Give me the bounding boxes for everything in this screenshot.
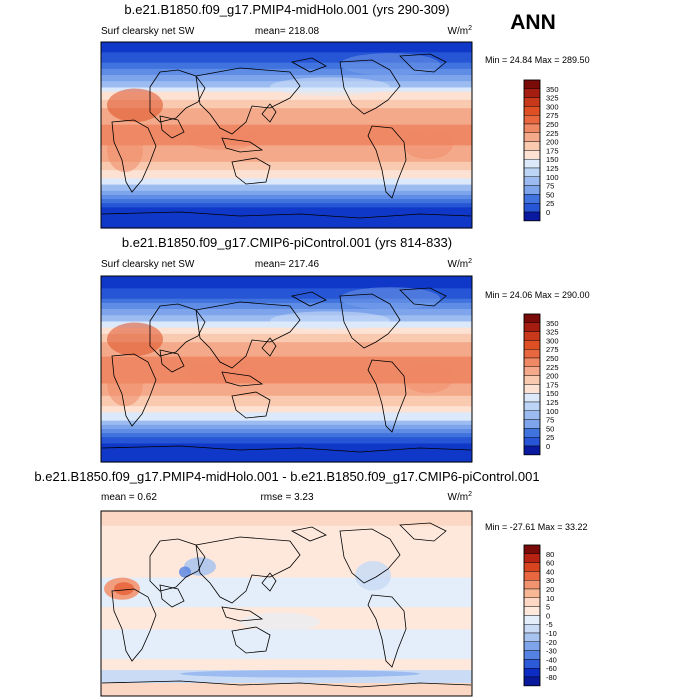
- coastlines: [101, 522, 472, 688]
- colorbar-tick-label: 125: [546, 164, 559, 173]
- colorbar-tick-label: 175: [546, 380, 559, 389]
- map-field: [101, 42, 472, 229]
- minmax-label: Min = 24.06 Max = 290.00: [485, 290, 590, 300]
- colorbar-tick-label: 30: [546, 576, 554, 585]
- units-label: W/m2: [448, 258, 473, 270]
- colorbar-tick-label: -60: [546, 664, 557, 673]
- colorbar-tick-label: -20: [546, 638, 557, 647]
- variable-label: Surf clearsky net SW: [101, 26, 195, 37]
- colorbar-tick-label: 20: [546, 585, 554, 594]
- coastlines: [101, 53, 472, 219]
- colorbar-tick-label: 225: [546, 129, 559, 138]
- colorbar-tick-label: -30: [546, 647, 557, 656]
- minmax-label: Min = -27.61 Max = 33.22: [485, 522, 588, 532]
- colorbar-tick-label: 200: [546, 372, 559, 381]
- colorbar-tick-label: 225: [546, 363, 559, 372]
- units-label: W/m2: [448, 25, 473, 37]
- colorbar-tick-label: 300: [546, 102, 559, 111]
- colorbar-tick-label: 150: [546, 389, 559, 398]
- colorbar-tick-label: 100: [546, 407, 559, 416]
- colorbar-tick-label: 250: [546, 354, 559, 363]
- colorbar-tick-label: 275: [546, 345, 559, 354]
- colorbar-tick-label: 350: [546, 319, 559, 328]
- colorbar-tick-label: 75: [546, 182, 554, 191]
- coastlines: [101, 287, 472, 453]
- colorbar-tick-label: 125: [546, 398, 559, 407]
- map-field: [101, 511, 472, 696]
- colorbar-tick-label: 250: [546, 120, 559, 129]
- map-frame: [100, 275, 473, 463]
- colorbar-tick-label: 200: [546, 138, 559, 147]
- colorbar-tick-label: 50: [546, 190, 554, 199]
- panel-difference: b.e21.B1850.f09_g17.PMIP4-midHolo.001 - …: [34, 469, 588, 697]
- mean-label: mean= 218.08: [255, 26, 320, 37]
- mean-label: mean= 217.46: [255, 259, 320, 270]
- colorbar-tick-label: 0: [546, 442, 550, 451]
- rmse-label: rmse = 3.23: [260, 492, 314, 503]
- colorbar-tick-label: 100: [546, 173, 559, 182]
- map-field: [101, 276, 472, 463]
- panel-title: b.e21.B1850.f09_g17.CMIP6-piControl.001 …: [122, 235, 452, 250]
- colorbar-tick-label: 350: [546, 85, 559, 94]
- colorbar-tick-label: 275: [546, 111, 559, 120]
- colorbar-tick-label: 75: [546, 416, 554, 425]
- map-frame: [100, 41, 473, 229]
- colorbar-tick-label: 25: [546, 433, 554, 442]
- panel-title: b.e21.B1850.f09_g17.PMIP4-midHolo.001 - …: [34, 469, 539, 484]
- colorbar-tick-label: 150: [546, 155, 559, 164]
- season-label: ANN: [510, 11, 556, 34]
- colorbar-tick-label: 300: [546, 336, 559, 345]
- colorbar-tick-label: -40: [546, 655, 557, 664]
- colorbar-tick-label: 25: [546, 199, 554, 208]
- diff-mean-label: mean = 0.62: [101, 492, 157, 503]
- colorbar-tick-label: 80: [546, 550, 554, 559]
- colorbar-tick-label: 325: [546, 328, 559, 337]
- colorbar-tick-label: 0: [546, 611, 550, 620]
- colorbar-tick-label: 60: [546, 559, 554, 568]
- panel-midholo: b.e21.B1850.f09_g17.PMIP4-midHolo.001 (y…: [100, 2, 590, 229]
- colorbar-tick-label: 5: [546, 603, 550, 612]
- colorbar-tick-label: 10: [546, 594, 554, 603]
- minmax-label: Min = 24.84 Max = 289.50: [485, 55, 590, 65]
- colorbar-tick-label: -80: [546, 673, 557, 682]
- map-frame: [100, 510, 473, 697]
- colorbar-tick-label: 0: [546, 208, 550, 217]
- units-label: W/m2: [448, 491, 473, 503]
- colorbar-tick-label: 50: [546, 424, 554, 433]
- colorbar-tick-label: 175: [546, 146, 559, 155]
- panel-picontrol: b.e21.B1850.f09_g17.CMIP6-piControl.001 …: [100, 235, 590, 463]
- colorbar-tick-label: 325: [546, 94, 559, 103]
- colorbar-tick-label: -5: [546, 620, 553, 629]
- panel-title: b.e21.B1850.f09_g17.PMIP4-midHolo.001 (y…: [124, 2, 449, 17]
- colorbar-tick-label: -10: [546, 629, 557, 638]
- colorbar-tick-label: 40: [546, 567, 554, 576]
- variable-label: Surf clearsky net SW: [101, 259, 195, 270]
